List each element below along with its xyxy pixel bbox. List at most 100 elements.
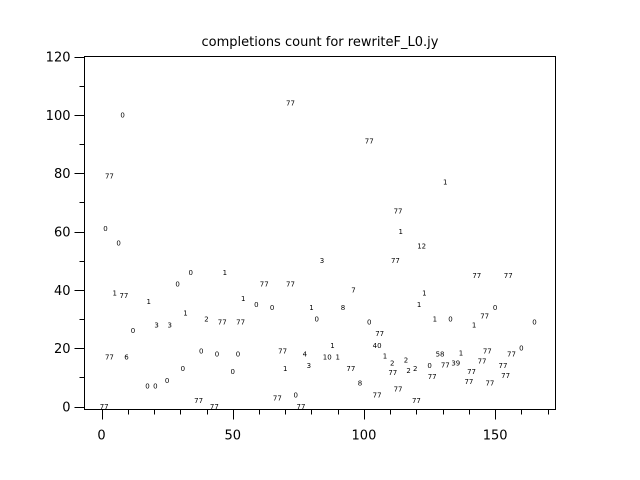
data-point-label: 6 (124, 353, 129, 361)
data-point-label: 4 (303, 351, 308, 359)
data-point-label: 1 (398, 228, 402, 236)
data-point-label: 1 (417, 301, 421, 309)
data-point-label: 1 (241, 295, 245, 303)
data-point-label: 1 (112, 289, 116, 297)
y-tick-label: 40 (54, 284, 71, 299)
data-point-label: 2 (404, 356, 408, 364)
data-point-label: 1 (335, 353, 339, 361)
data-point-label: 77 (105, 353, 114, 361)
data-point-label: 0 (215, 351, 219, 359)
data-point-label: 0 (181, 365, 185, 373)
data-point-label: 0 (532, 318, 536, 326)
data-point-label: 0 (293, 391, 297, 399)
data-point-label: 77 (375, 330, 384, 338)
data-point-label: 0 (145, 383, 149, 391)
data-point-label: 77 (412, 397, 421, 405)
data-point-label: 0 (103, 225, 107, 233)
data-point-label: 77 (286, 100, 295, 108)
data-point-label: 7 (351, 286, 355, 294)
data-point-label: 77 (485, 380, 494, 388)
data-point-label: 0 (236, 351, 240, 359)
data-point-label: 0 (427, 362, 431, 370)
data-point-label: 1 (383, 353, 387, 361)
data-point-label: 39 (451, 359, 460, 367)
data-point-label: 0 (189, 269, 193, 277)
data-point-label: 1 (443, 178, 447, 186)
data-point-label: 77 (365, 138, 374, 146)
data-point-label: 77 (210, 403, 219, 411)
x-tick-label: 50 (224, 429, 241, 444)
data-point-label: 77 (480, 313, 489, 321)
data-point-label: 1 (472, 321, 476, 329)
data-point-label: 77 (236, 318, 245, 326)
data-point-label: 0 (231, 368, 235, 376)
data-point-label: 1 (459, 349, 463, 357)
data-point-label: 77 (394, 208, 403, 216)
data-point-label: 77 (346, 365, 355, 373)
data-point-label: 0 (165, 377, 169, 385)
data-point-label: 77 (501, 372, 510, 380)
data-point-label: 0 (519, 345, 523, 353)
data-point-label: 77 (441, 361, 450, 369)
data-point-label: 77 (391, 257, 400, 265)
data-point-label: 0 (199, 348, 203, 356)
data-point-label: 77 (297, 403, 306, 411)
data-point-label: 58 (436, 351, 445, 359)
data-point-label: 0 (120, 111, 124, 119)
x-tick-label: 150 (483, 429, 508, 444)
data-point-label: 1 (309, 304, 313, 312)
data-point-label: 12 (417, 243, 426, 251)
data-point-label: 77 (499, 362, 508, 370)
data-point-label: 0 (270, 304, 274, 312)
data-point-label: 1 (147, 298, 151, 306)
data-point-label: 77 (428, 373, 437, 381)
data-point-label: 77 (464, 378, 473, 386)
data-point-label: 77 (100, 403, 109, 411)
data-point-label: 1 (183, 310, 187, 318)
x-tick-label: 100 (352, 429, 377, 444)
data-point-label: 77 (394, 386, 403, 394)
data-point-label: 10 (323, 353, 332, 361)
y-tick-label: 100 (46, 109, 71, 124)
data-point-label: 1 (330, 342, 334, 350)
data-point-label: 2 (204, 316, 208, 324)
data-point-label: 0 (254, 301, 258, 309)
data-point-label: 77 (286, 281, 295, 289)
data-point-label: 77 (278, 348, 287, 356)
y-tick-label: 60 (54, 226, 71, 241)
data-point-label: 3 (168, 321, 172, 329)
data-point-label: 3 (154, 321, 158, 329)
data-point-label: 1 (223, 269, 227, 277)
data-point-label: 8 (341, 304, 345, 312)
data-point-label: 2 (406, 367, 410, 375)
y-tick-label: 20 (54, 342, 71, 357)
data-point-label: 8 (358, 380, 362, 388)
data-point-label: 3 (307, 362, 311, 370)
data-point-label: 1 (433, 316, 437, 324)
data-point-label: 0 (153, 383, 157, 391)
data-point-label: 77 (273, 394, 282, 402)
data-point-label: 0 (367, 318, 371, 326)
data-point-label: 3 (320, 257, 324, 265)
data-point-label: 0 (314, 316, 318, 324)
x-tick-label: 0 (97, 429, 105, 444)
data-point-label: 2 (390, 359, 394, 367)
chart-title: completions count for rewriteF_L0.jy (202, 35, 439, 50)
data-point-label: 0 (116, 240, 120, 248)
data-point-label: 0 (448, 316, 452, 324)
y-tick-label: 120 (46, 51, 71, 66)
data-point-label: 0 (131, 327, 135, 335)
data-point-label: 77 (472, 272, 481, 280)
data-point-label: 77 (373, 391, 382, 399)
data-point-label: 77 (507, 351, 516, 359)
data-point-label: 77 (478, 357, 487, 365)
data-point-label: 77 (467, 368, 476, 376)
data-point-label: 77 (504, 272, 513, 280)
data-point-label: 77 (260, 281, 269, 289)
data-point-label: 77 (194, 397, 203, 405)
data-point-label: 0 (493, 304, 497, 312)
data-point-label: 77 (388, 369, 397, 377)
data-point-label: 1 (283, 365, 287, 373)
